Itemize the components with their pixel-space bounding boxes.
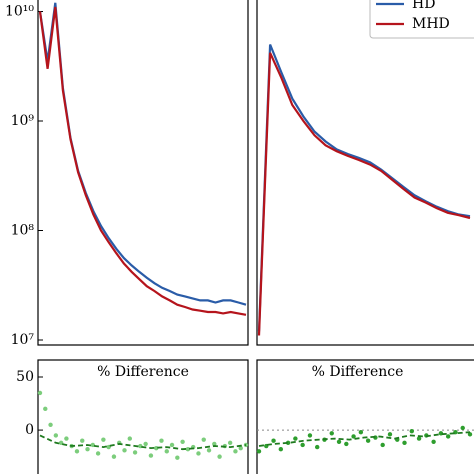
data-point <box>238 445 243 451</box>
data-point <box>431 439 436 444</box>
data-point <box>201 437 206 442</box>
data-point <box>380 442 385 448</box>
y-tick-label: 10⁹ <box>11 113 35 129</box>
data-point <box>43 406 48 412</box>
data-point <box>175 455 180 460</box>
data-point <box>80 438 85 443</box>
data-point <box>307 433 313 438</box>
data-point <box>358 430 364 435</box>
data-point <box>256 449 262 454</box>
data-point <box>460 425 465 431</box>
data-point <box>445 434 451 439</box>
data-point <box>300 442 305 448</box>
data-point <box>344 441 349 447</box>
data-point <box>409 428 414 434</box>
panel-frame <box>37 0 249 346</box>
data-point <box>169 442 175 448</box>
data-point <box>164 449 169 454</box>
data-point <box>127 436 132 441</box>
data-point <box>227 440 233 446</box>
data-point <box>53 433 59 438</box>
data-point <box>159 438 164 443</box>
y-tick-label: 10¹⁰ <box>5 4 34 20</box>
data-point <box>132 450 138 455</box>
data-point <box>64 436 69 441</box>
data-point <box>329 431 334 436</box>
data-point <box>48 422 53 427</box>
y-tick-label: 10⁸ <box>11 223 35 239</box>
panel-title: % Difference <box>97 364 189 380</box>
series-line <box>38 6 247 316</box>
data-point <box>217 454 222 459</box>
data-point <box>243 442 249 448</box>
series-line <box>257 52 471 336</box>
data-point <box>278 447 284 452</box>
y-tick-label: 50 <box>16 369 34 385</box>
data-point <box>233 449 238 454</box>
data-point <box>351 434 356 439</box>
data-point <box>212 441 217 447</box>
data-point <box>95 451 101 456</box>
data-point <box>101 437 106 442</box>
data-point <box>106 444 111 450</box>
panel-frame <box>37 359 249 474</box>
data-point <box>365 438 371 443</box>
legend-label: HD <box>412 0 435 12</box>
data-point <box>416 436 422 441</box>
legend-box <box>369 0 474 39</box>
data-point <box>467 432 473 437</box>
data-point <box>271 438 276 443</box>
series-line <box>38 2 247 306</box>
data-point <box>180 439 185 444</box>
data-point <box>37 390 43 396</box>
panel-frame <box>256 359 474 474</box>
data-point <box>206 448 212 453</box>
data-point <box>285 440 291 446</box>
data-point <box>315 444 320 450</box>
trend-line <box>258 431 471 447</box>
data-point <box>336 439 342 444</box>
data-point <box>148 453 154 458</box>
data-point <box>185 447 191 452</box>
data-point <box>111 454 117 459</box>
data-point <box>85 447 90 452</box>
data-point <box>122 448 127 453</box>
panel-title: % Difference <box>312 364 404 380</box>
data-point <box>402 440 407 446</box>
data-point <box>196 451 201 456</box>
y-tick-label: 0 <box>25 422 34 438</box>
data-point <box>58 440 64 446</box>
trend-line <box>39 434 247 451</box>
legend-label: MHD <box>412 16 450 32</box>
data-point <box>293 436 298 441</box>
data-point <box>387 432 393 437</box>
data-point <box>143 441 148 447</box>
data-point <box>74 449 80 454</box>
panel-frame <box>256 0 474 346</box>
y-tick-label: 10⁷ <box>11 332 35 348</box>
series-line <box>257 44 471 332</box>
